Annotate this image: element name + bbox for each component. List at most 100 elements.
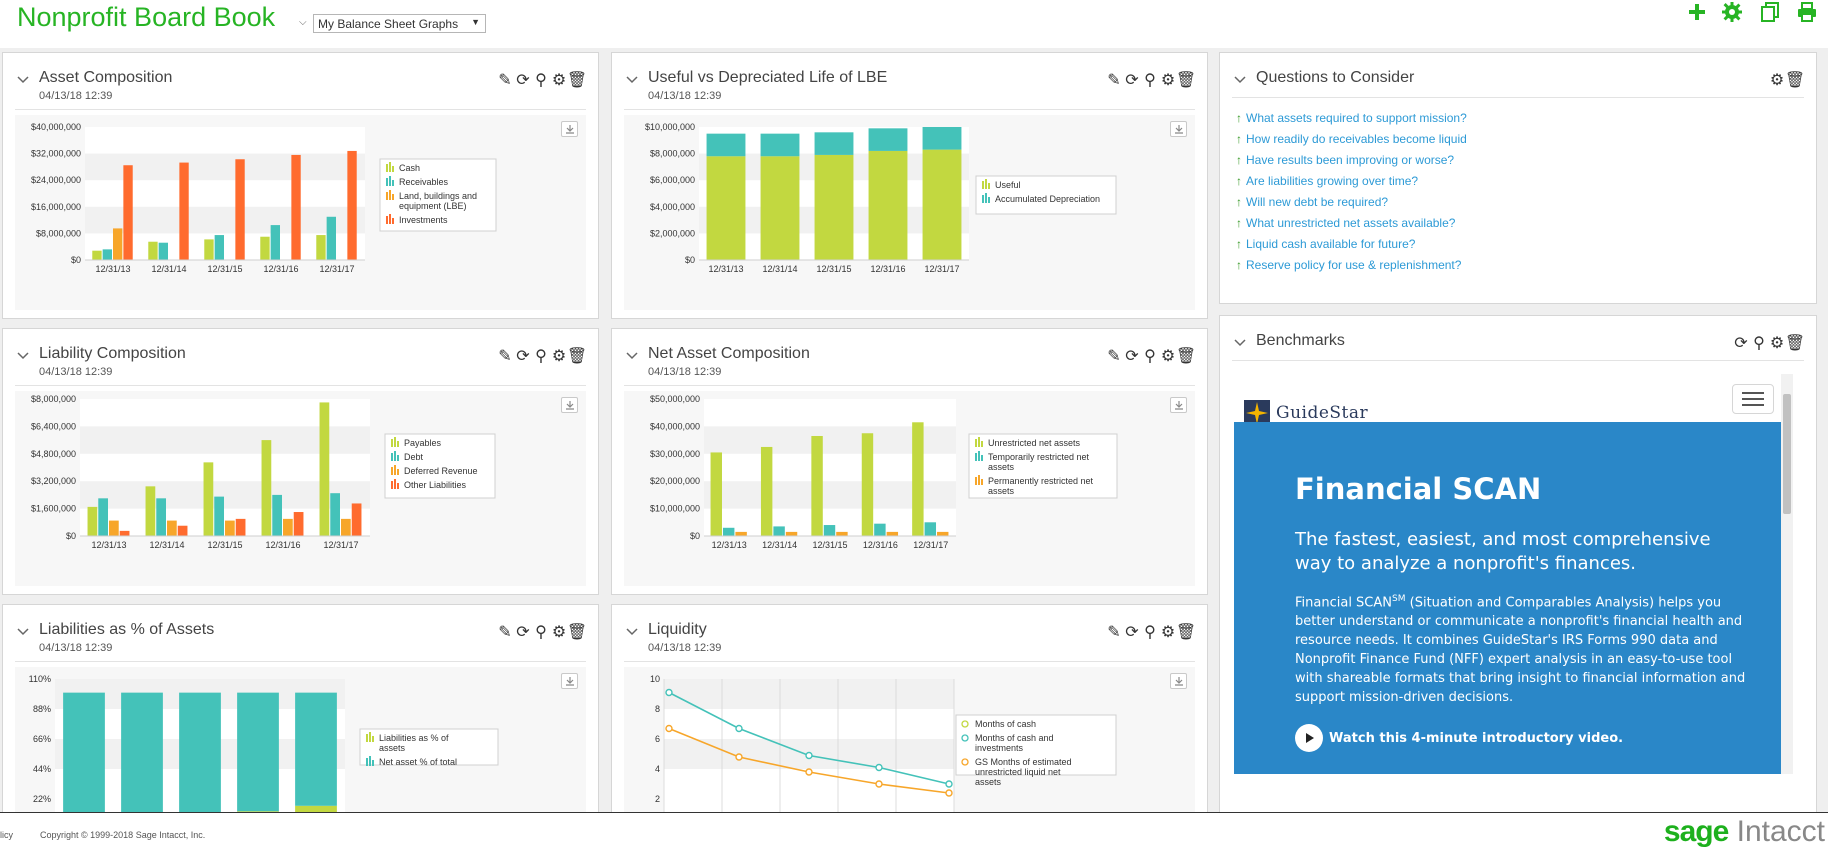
bar[interactable]	[735, 531, 747, 536]
bar[interactable]	[87, 506, 98, 536]
bar[interactable]	[836, 531, 848, 536]
bar[interactable]	[123, 165, 133, 260]
gear-icon[interactable]: ⚙	[1769, 72, 1785, 89]
edit-icon[interactable]: ✎	[498, 348, 512, 365]
zoom-icon[interactable]: ⚲	[1144, 624, 1156, 641]
collapse-chevron-icon[interactable]	[1233, 338, 1247, 348]
collapse-chevron-icon[interactable]	[16, 627, 30, 637]
trash-icon[interactable]: 🗑	[1175, 348, 1197, 365]
bar[interactable]	[272, 494, 282, 536]
bar[interactable]	[814, 154, 854, 260]
gear-icon[interactable]: ⚙	[1769, 335, 1785, 352]
bar[interactable]	[868, 150, 908, 260]
download-icon[interactable]	[561, 121, 578, 137]
bar[interactable]	[145, 486, 156, 536]
collapse-chevron-icon[interactable]	[16, 75, 30, 85]
bar[interactable]	[283, 518, 293, 536]
bar[interactable]	[319, 402, 330, 536]
refresh-icon[interactable]: ⟳	[1125, 624, 1139, 641]
book-select[interactable]: My Balance Sheet Graphs ▼	[313, 14, 486, 33]
bar[interactable]	[270, 225, 280, 260]
question-link[interactable]: ↑ What unrestricted net assets available?	[1236, 216, 1467, 237]
privacy-policy-link[interactable]: licy	[0, 830, 13, 840]
download-icon[interactable]	[1170, 121, 1187, 137]
question-link[interactable]: ↑ How readily do receivables become liqui…	[1236, 132, 1467, 153]
edit-icon[interactable]: ✎	[1107, 624, 1121, 641]
zoom-icon[interactable]: ⚲	[1144, 72, 1156, 89]
edit-icon[interactable]: ✎	[1107, 348, 1121, 365]
download-icon[interactable]	[561, 673, 578, 689]
trash-icon[interactable]: 🗑	[566, 348, 588, 365]
data-point[interactable]	[665, 688, 673, 697]
trash-icon[interactable]: 🗑	[1175, 72, 1197, 89]
gear-icon[interactable]: ⚙	[551, 624, 567, 641]
copy-icon[interactable]	[1758, 0, 1782, 24]
bar[interactable]	[316, 235, 326, 260]
data-point[interactable]	[945, 780, 953, 788]
zoom-icon[interactable]: ⚲	[1144, 348, 1156, 365]
bar[interactable]	[868, 128, 908, 151]
question-link[interactable]: ↑ Will new debt be required?	[1236, 195, 1467, 216]
bar[interactable]	[706, 133, 746, 157]
bar[interactable]	[773, 526, 785, 536]
bar[interactable]	[760, 133, 800, 157]
data-point[interactable]	[805, 751, 813, 760]
edit-icon[interactable]: ✎	[1107, 72, 1121, 89]
question-link[interactable]: ↑ What assets required to support mission…	[1236, 111, 1467, 132]
bar[interactable]	[293, 512, 304, 536]
print-icon[interactable]	[1795, 0, 1819, 24]
bar[interactable]	[922, 149, 962, 260]
video-link[interactable]: Watch this 4-minute introductory video.	[1295, 724, 1623, 752]
bar[interactable]	[874, 523, 886, 536]
bar[interactable]	[347, 150, 357, 260]
edit-icon[interactable]: ✎	[498, 624, 512, 641]
bar[interactable]	[167, 520, 177, 536]
gear-icon[interactable]: ⚙	[551, 348, 567, 365]
bar[interactable]	[102, 249, 112, 260]
refresh-icon[interactable]: ⟳	[1734, 335, 1748, 352]
bar[interactable]	[109, 520, 119, 536]
download-icon[interactable]	[1170, 673, 1187, 689]
bar[interactable]	[225, 520, 235, 536]
bar[interactable]	[710, 452, 722, 536]
collapse-chevron-icon[interactable]	[625, 75, 639, 85]
bar[interactable]	[179, 692, 221, 813]
bar[interactable]	[861, 433, 874, 536]
refresh-icon[interactable]: ⟳	[516, 348, 530, 365]
gear-icon[interactable]: ⚙	[551, 72, 567, 89]
bar[interactable]	[330, 493, 340, 536]
bar[interactable]	[886, 531, 899, 536]
refresh-icon[interactable]: ⟳	[1125, 72, 1139, 89]
refresh-icon[interactable]: ⟳	[516, 624, 530, 641]
bar[interactable]	[119, 530, 130, 536]
gear-icon[interactable]: ⚙	[1160, 72, 1176, 89]
zoom-icon[interactable]: ⚲	[535, 72, 547, 89]
bar[interactable]	[92, 250, 102, 260]
bar[interactable]	[722, 527, 735, 536]
scrollbar-thumb[interactable]	[1783, 394, 1791, 514]
bar[interactable]	[158, 242, 168, 260]
bar[interactable]	[912, 422, 924, 536]
bar[interactable]	[179, 162, 189, 260]
title-dropdown-icon[interactable]: ⌵	[299, 17, 307, 28]
collapse-chevron-icon[interactable]	[625, 351, 639, 361]
zoom-icon[interactable]: ⚲	[535, 348, 547, 365]
bar[interactable]	[260, 236, 270, 260]
trash-icon[interactable]: 🗑	[566, 72, 588, 89]
bar[interactable]	[351, 503, 362, 536]
scrollbar[interactable]	[1781, 374, 1793, 774]
data-point[interactable]	[665, 724, 673, 733]
bar[interactable]	[785, 531, 798, 536]
trash-icon[interactable]: 🗑	[1784, 335, 1806, 352]
trash-icon[interactable]: 🗑	[1175, 624, 1197, 641]
question-link[interactable]: ↑ Have results been improving or worse?	[1236, 153, 1467, 174]
data-point[interactable]	[805, 768, 813, 776]
question-link[interactable]: ↑ Are liabilities growing over time?	[1236, 174, 1467, 195]
trash-icon[interactable]: 🗑	[1784, 72, 1806, 89]
data-point[interactable]	[875, 763, 883, 772]
collapse-chevron-icon[interactable]	[1233, 75, 1247, 85]
data-point[interactable]	[945, 789, 953, 797]
data-point[interactable]	[735, 724, 743, 733]
bar[interactable]	[823, 525, 836, 536]
question-link[interactable]: ↑ Liquid cash available for future?	[1236, 237, 1467, 258]
